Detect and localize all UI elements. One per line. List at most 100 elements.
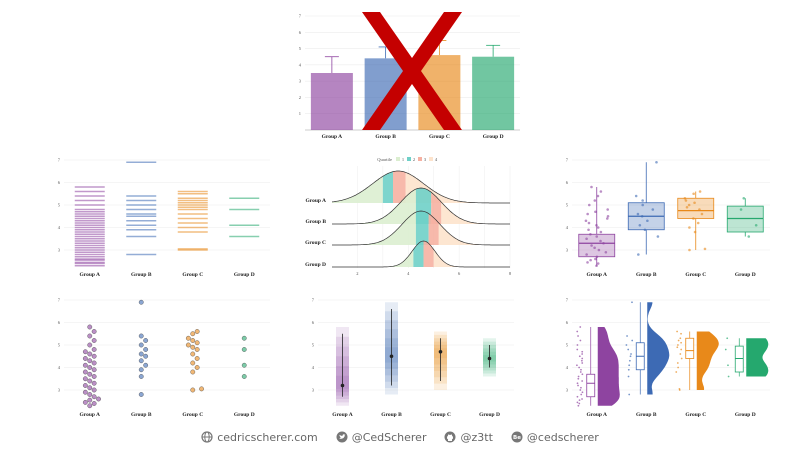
swarm-point: [194, 356, 200, 361]
rain-point: [727, 375, 730, 378]
swarm-point: [87, 385, 93, 391]
ridge-outline: [332, 210, 510, 246]
y-tick-label: 5: [566, 203, 569, 208]
x-tick-label: Group A: [79, 272, 100, 278]
rain-point: [679, 353, 682, 355]
x-tick-label: Group B: [131, 412, 152, 418]
jitter-point: [586, 261, 589, 264]
rain-point: [579, 326, 582, 328]
swarm-point: [190, 369, 196, 375]
swarm-point: [143, 347, 149, 352]
twitter-icon: [336, 431, 348, 443]
legend-swatch: [407, 157, 411, 161]
jitter-point: [636, 212, 640, 216]
jitter-point: [595, 255, 599, 259]
ridge-quartile: [431, 192, 442, 224]
jitter-point: [595, 223, 598, 227]
swarm-point: [185, 342, 191, 348]
footer-github-text: @z3tt: [460, 430, 493, 444]
globe-icon: [201, 431, 213, 443]
half-violin: [696, 331, 719, 390]
rain-point: [627, 375, 630, 378]
jitter-point: [596, 194, 600, 198]
github-icon: [444, 431, 456, 443]
swarm-point: [96, 396, 101, 402]
swarm-point: [87, 365, 93, 370]
rain-point: [680, 341, 683, 344]
x-tick-label: Group D: [483, 134, 504, 140]
rain-point: [580, 359, 583, 362]
swarm-point: [138, 342, 144, 348]
swarm-point: [91, 360, 97, 366]
x-tick-label: Group A: [79, 412, 100, 418]
jitter-point: [698, 208, 701, 211]
y-tick-label: 5: [58, 343, 61, 348]
rain-point: [577, 404, 580, 407]
y-tick-label: 4: [58, 225, 61, 230]
rain-point: [626, 335, 628, 337]
y-tick-label: 7: [58, 298, 61, 303]
jitter-point: [593, 199, 597, 202]
ridge-quartile: [393, 171, 406, 203]
jitter-point: [587, 221, 591, 225]
rain-point: [676, 330, 678, 333]
rain-point: [628, 364, 631, 367]
y-tick-label: 6: [312, 320, 315, 325]
y-tick-label: Group A: [305, 198, 326, 204]
footer-behance[interactable]: Be @cedscherer: [511, 431, 599, 444]
rain-point: [627, 368, 630, 371]
jitter-point: [594, 210, 597, 214]
swarm-point: [82, 369, 88, 375]
footer-website[interactable]: cedricscherer.com: [201, 431, 318, 444]
rain-point: [724, 348, 727, 351]
swarm-point: [190, 331, 196, 337]
jitter-point: [703, 247, 707, 251]
footer-github[interactable]: @z3tt: [444, 430, 493, 444]
y-tick-label: 3: [312, 388, 315, 393]
jitter-point: [692, 192, 695, 196]
x-tick-label: 4: [407, 271, 410, 276]
rain-point: [577, 384, 579, 387]
swarm-point: [87, 397, 93, 403]
rain-point: [576, 344, 579, 346]
x-tick-label: Group B: [375, 134, 396, 140]
rain-point: [581, 357, 584, 360]
ridge-quartile: [332, 189, 416, 224]
beeswarm-chart: 3 4 5 6 7 Group A Group B Group C Group D: [58, 298, 270, 418]
jitter-point: [656, 235, 660, 238]
behance-icon: Be: [511, 431, 523, 443]
y-tick-label: Group D: [305, 262, 326, 268]
swarm-point: [87, 392, 93, 397]
swarm-point: [138, 351, 144, 357]
bar: [310, 73, 353, 130]
jitter-point: [597, 248, 601, 252]
rain-point: [578, 399, 581, 402]
y-tick-label: 4: [312, 365, 315, 370]
interval-median: [438, 349, 443, 354]
ridge-quartile: [332, 249, 414, 267]
x-tick-label: Group B: [381, 412, 402, 418]
raincloud-chart: 3 4 5 6 7 Group A Group B Group C Group D: [566, 298, 770, 418]
x-tick-label: Group A: [586, 412, 607, 418]
swarm-point: [87, 333, 93, 339]
swarm-point: [87, 378, 93, 384]
jitter-point: [594, 257, 597, 261]
jitter-point: [687, 203, 691, 207]
interval-median: [389, 354, 394, 359]
footer-twitter[interactable]: @CedScherer: [336, 431, 426, 444]
y-tick-label: Group B: [305, 219, 326, 225]
swarm-point: [194, 365, 200, 370]
x-tick-label: Group C: [182, 272, 203, 278]
y-tick-label: 5: [312, 343, 315, 348]
jitter-point: [595, 235, 599, 238]
swarm-point: [143, 353, 149, 359]
swarm-point: [91, 329, 97, 334]
half-violin: [647, 302, 670, 395]
y-tick-label: 6: [58, 320, 61, 325]
jitter-point: [693, 230, 697, 234]
jitter-point: [685, 205, 689, 209]
swarm-point: [82, 389, 88, 395]
rain-point: [581, 350, 584, 353]
y-tick-label: 4: [299, 62, 302, 67]
swarm-point: [190, 344, 196, 350]
